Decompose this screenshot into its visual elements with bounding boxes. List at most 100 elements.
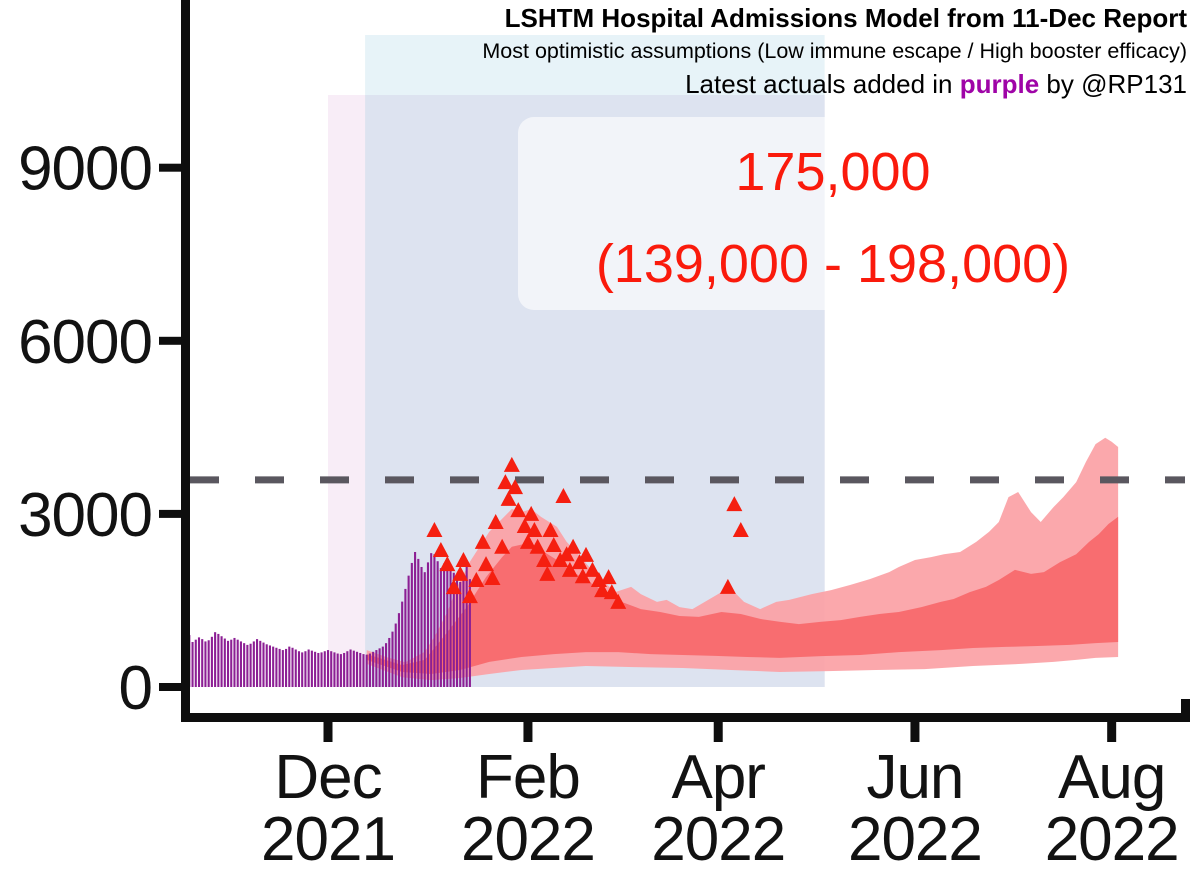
actuals-bar: [246, 644, 249, 687]
actuals-bar: [236, 639, 239, 687]
actuals-bar: [320, 652, 323, 687]
actuals-bar: [310, 650, 313, 687]
y-tick: [159, 336, 181, 345]
actuals-bar: [414, 551, 417, 687]
y-tick: [159, 163, 181, 172]
actuals-bar: [339, 654, 342, 687]
actuals-bar: [230, 639, 233, 687]
x-axis-spine: [181, 713, 1190, 722]
x-tick: [910, 722, 920, 742]
actuals-bar: [191, 641, 194, 687]
actuals-bar: [330, 651, 333, 687]
actuals-bar: [272, 646, 275, 687]
x-tick-label-month: Apr: [671, 743, 765, 812]
actuals-bar: [201, 639, 204, 687]
actuals-bar: [362, 654, 365, 687]
actuals-bar: [388, 637, 391, 687]
actuals-bar: [220, 636, 223, 687]
x-tick-label-month: Aug: [1058, 743, 1165, 812]
actuals-bar: [243, 643, 246, 687]
actuals-bar: [420, 566, 423, 687]
y-tick-label: 9000: [18, 135, 152, 204]
y-tick-label: 6000: [18, 308, 152, 377]
x-tick-label-month: Dec: [274, 743, 381, 812]
actuals-bar: [462, 574, 465, 687]
actuals-bar: [307, 649, 310, 687]
chart-subtitle: Most optimistic assumptions (Low immune …: [482, 39, 1187, 63]
actuals-bar: [268, 645, 271, 687]
actuals-bar: [455, 577, 459, 687]
actuals-bar: [262, 642, 265, 687]
actuals-bar: [430, 553, 433, 687]
actuals-bar: [410, 562, 413, 687]
annotation-box: [518, 117, 1148, 310]
actuals-triangles: [426, 456, 749, 609]
actuals-bar: [394, 623, 397, 687]
x-tick: [1107, 722, 1117, 742]
actuals-bar: [381, 646, 384, 687]
actuals-bar: [275, 647, 278, 687]
credit-suffix: by @RP131: [1039, 69, 1187, 99]
y-tick: [159, 509, 181, 518]
actuals-bar: [314, 651, 317, 687]
actuals-bar: [285, 648, 288, 687]
actuals-bar: [352, 650, 355, 687]
actuals-bar: [459, 581, 462, 687]
actuals-bar: [426, 562, 430, 687]
actuals-bar: [346, 651, 349, 687]
actuals-bar: [194, 639, 197, 687]
actuals-bar: [391, 631, 394, 687]
actuals-bar: [210, 636, 213, 687]
model-band-inner: [366, 516, 1119, 675]
actuals-bar: [226, 640, 230, 687]
actuals-bar: [385, 643, 388, 687]
actuals-bar: [256, 639, 259, 687]
actuals-bar: [333, 652, 336, 687]
actuals-bar: [278, 648, 281, 687]
actuals-bar: [452, 572, 455, 687]
actuals-bar: [336, 653, 339, 687]
x-tick-label-month: Jun: [866, 743, 963, 812]
actuals-bar: [204, 641, 207, 687]
actuals-bar: [223, 638, 226, 687]
actuals-bar: [417, 558, 420, 687]
chart-credit-line: Latest actuals added in purple by @RP131: [685, 69, 1187, 100]
actuals-bar: [468, 579, 471, 687]
actuals-bar: [397, 613, 400, 687]
y-tick-label: 0: [119, 654, 152, 723]
actuals-bar: [259, 640, 262, 687]
x-tick-label-year: 2022: [848, 805, 982, 874]
actuals-bar: [355, 651, 359, 687]
y-tick-label: 3000: [18, 481, 152, 550]
actuals-bar: [401, 601, 404, 687]
actuals-bar: [252, 641, 255, 687]
x-tick-label-year: 2021: [261, 805, 395, 874]
actuals-bar: [317, 652, 320, 687]
actuals-bar: [372, 651, 375, 687]
actuals-bar: [207, 640, 210, 687]
actuals-bar: [239, 641, 242, 687]
actuals-bar: [439, 568, 442, 687]
actuals-bar: [433, 554, 436, 687]
actuals-bar: [449, 564, 452, 687]
actuals-bar: [407, 575, 410, 687]
credit-prefix: Latest actuals added in: [685, 69, 960, 99]
annotation-peak-interval: (139,000 - 198,000): [595, 234, 1071, 294]
x-tick-label-year: 2022: [461, 805, 595, 874]
actuals-bar: [404, 588, 407, 687]
x-tick: [323, 722, 333, 742]
actuals-bar: [297, 651, 301, 687]
actuals-bar: [301, 652, 304, 687]
x-tick: [523, 722, 533, 742]
actuals-bar: [249, 643, 252, 687]
actuals-bar: [294, 649, 297, 687]
actuals-bar: [197, 637, 201, 687]
y-axis-spine: [181, 0, 190, 722]
actuals-bar: [304, 651, 307, 687]
actuals-bar: [446, 557, 449, 687]
actuals-bar: [423, 572, 426, 687]
x-tick-label-year: 2022: [651, 805, 785, 874]
actuals-bar: [214, 632, 217, 687]
annotation-peak-total: 175,000: [735, 142, 931, 202]
actuals-bar: [326, 650, 330, 687]
